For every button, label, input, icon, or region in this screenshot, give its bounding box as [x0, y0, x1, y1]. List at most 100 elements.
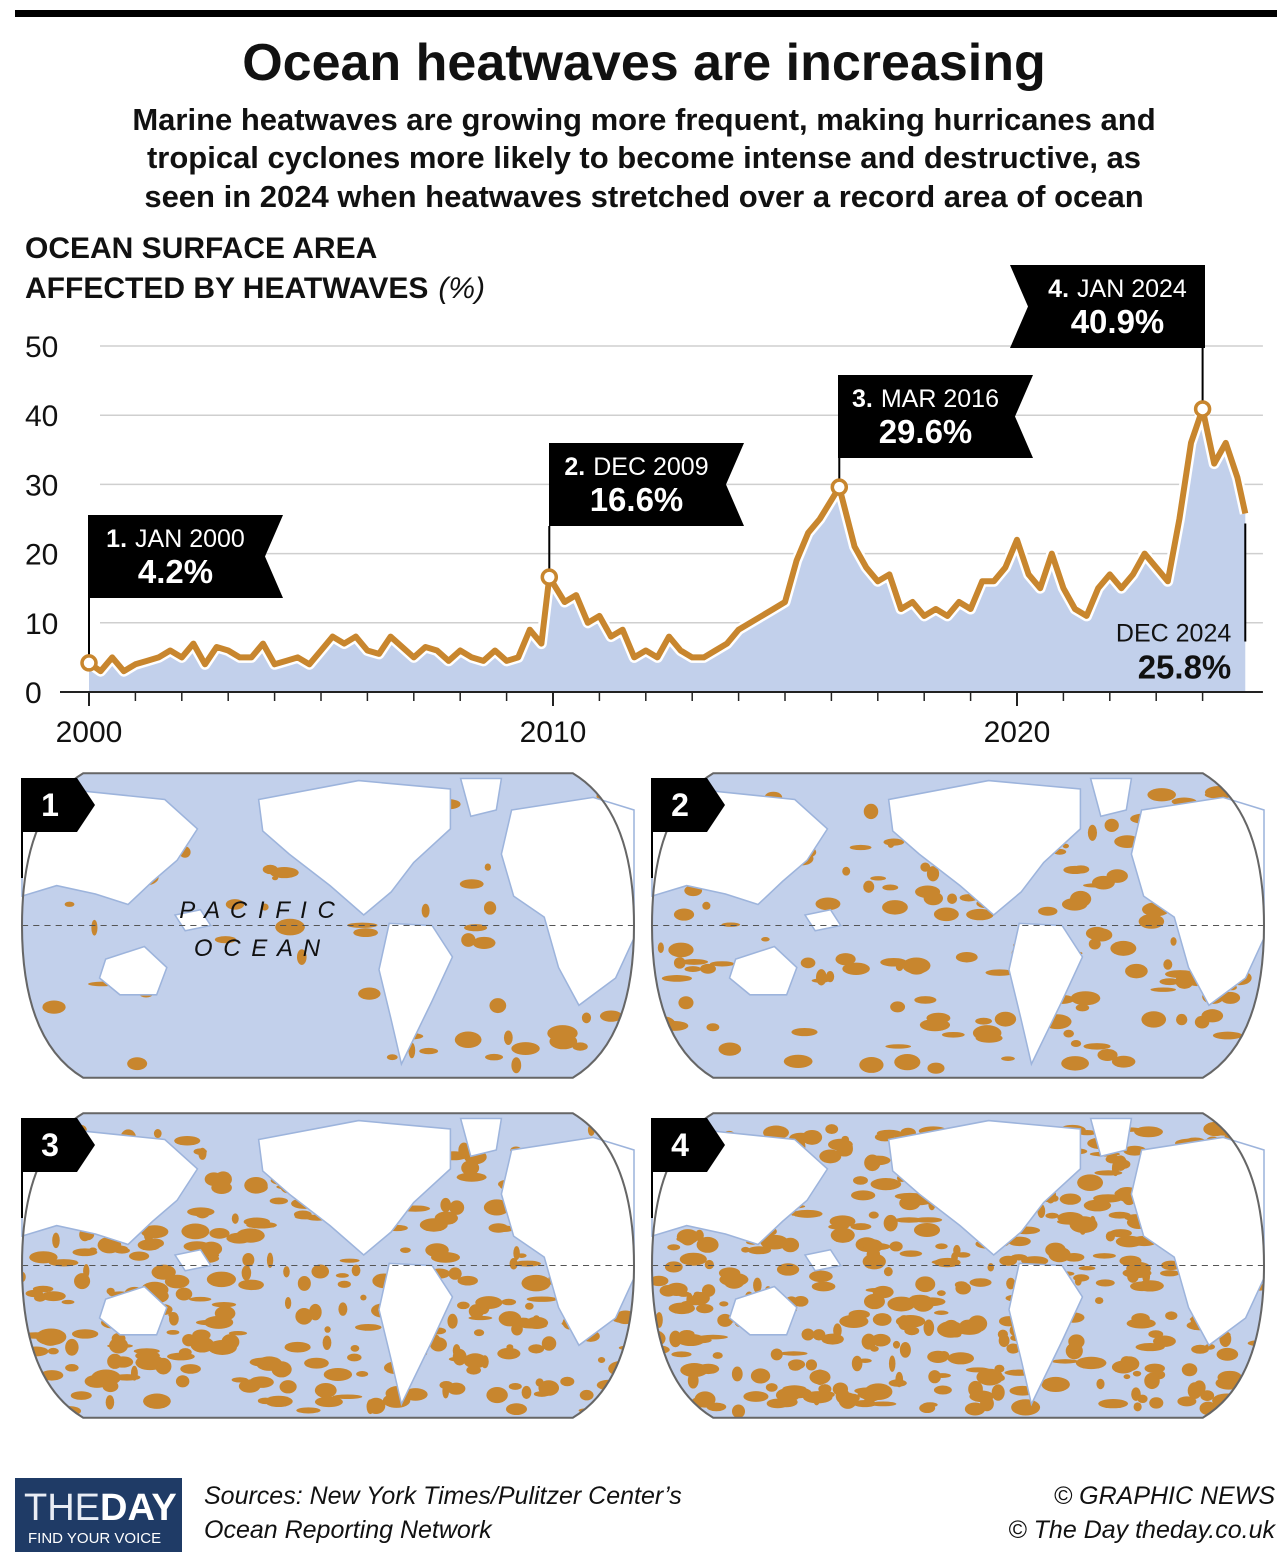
heatwave-patch: [1077, 1174, 1104, 1191]
heatwave-patch: [1200, 1390, 1215, 1401]
heatwave-patch: [1127, 1270, 1139, 1283]
y-tick-label: 20: [25, 539, 58, 572]
heatwave-patch: [1092, 875, 1115, 890]
annotation-date: DEC 2024: [1116, 619, 1231, 647]
heatwave-patch: [506, 1344, 514, 1350]
heatwave-patch: [347, 1353, 362, 1362]
heatwave-patch: [448, 1267, 462, 1280]
footer: THEDAY FIND YOUR VOICE Sources: New York…: [15, 1478, 1276, 1552]
heatwave-patch: [386, 1054, 398, 1061]
heatwave-patch: [694, 1391, 716, 1408]
heatwave-patch: [358, 987, 381, 1000]
heatwave-patch: [472, 936, 496, 950]
logo-tagline: FIND YOUR VOICE: [28, 1530, 161, 1547]
heatwave-patch: [915, 1276, 936, 1293]
heatwave-patch: [883, 1214, 898, 1232]
heatwave-patch: [535, 1378, 544, 1387]
heatwave-patch: [314, 1382, 337, 1398]
heatwave-patch: [1073, 1274, 1090, 1282]
heatwave-patch: [143, 1393, 171, 1409]
heatwave-patch: [141, 1225, 169, 1239]
x-tick-label: 2000: [56, 716, 123, 749]
heatwave-patch: [676, 1333, 706, 1347]
heatwave-patch: [889, 1241, 903, 1252]
heatwave-patch: [261, 903, 269, 911]
map: [20, 772, 636, 1079]
heatwave-patch: [941, 1031, 965, 1038]
map-label: 2: [671, 787, 689, 823]
heatwave-patch: [933, 1385, 952, 1395]
heatwave-patch: [1057, 1218, 1085, 1225]
annotation-box: [838, 375, 1033, 458]
heatwave-patch: [425, 1243, 449, 1258]
heatwave-patch: [458, 1142, 470, 1158]
heatwave-patch: [660, 1020, 689, 1031]
heatwave-patch: [618, 1345, 634, 1351]
heatwave-patch: [863, 803, 879, 820]
land: [728, 1285, 798, 1336]
heatwave-patch: [211, 1302, 237, 1308]
heatwave-patch: [969, 1278, 992, 1287]
heatwave-patch: [652, 1404, 683, 1416]
heatwave-patch: [1123, 1374, 1131, 1380]
heatwave-patch: [851, 1190, 876, 1201]
heatwave-patch: [1126, 1318, 1156, 1329]
heatwave-patch: [885, 1044, 912, 1049]
heatwave-patch: [175, 1375, 190, 1388]
heatwave-patch: [899, 1342, 911, 1358]
land: [1130, 1136, 1265, 1347]
annotation-point: [1193, 400, 1212, 418]
heatwave-patch: [511, 1042, 540, 1055]
heatwave-patch: [947, 1352, 975, 1365]
heatwave-patch: [1105, 1154, 1121, 1164]
heatwave-patch: [1108, 1211, 1131, 1219]
heatwave-patch: [1110, 940, 1137, 956]
heatwave-patch: [753, 1277, 762, 1293]
heatwave-patch: [826, 970, 835, 983]
heatwave-patch: [403, 1388, 428, 1401]
heatwave-patch: [812, 1329, 826, 1341]
heatwave-patch: [731, 1366, 743, 1382]
heatwave-patch: [809, 1270, 833, 1283]
heatwave-patch: [241, 1265, 252, 1281]
heatwave-patch: [668, 1302, 695, 1315]
top-rule: [15, 10, 1277, 17]
heatwave-patch: [463, 1353, 487, 1369]
heatwave-patch: [483, 1199, 510, 1216]
land: [257, 1119, 452, 1257]
heatwave-patch: [61, 1299, 75, 1305]
heatwave-patch: [508, 1382, 522, 1390]
land: [1130, 796, 1265, 1007]
heatwave-patch: [991, 1384, 1005, 1401]
heatwave-patch: [1144, 1372, 1160, 1390]
heatwave-patch: [29, 1251, 58, 1264]
heatwave-patch: [322, 1335, 332, 1351]
heatwave-patch: [486, 1386, 508, 1404]
annotation-date: 1. JAN 2000: [106, 525, 245, 553]
annotation-point: [540, 568, 559, 586]
heatwave-patch: [47, 1347, 59, 1355]
heatwave-patch: [652, 1344, 670, 1355]
heatwave-patch: [966, 908, 994, 921]
heatwave-patch: [615, 1360, 626, 1377]
heatwave-patch: [933, 907, 959, 922]
heatwave-patch: [870, 1178, 902, 1191]
land: [98, 945, 168, 996]
heatwave-patch: [338, 1302, 348, 1316]
heatwave-patch: [1006, 1277, 1016, 1290]
heatwave-patch: [207, 1340, 237, 1355]
heatwave-patch: [225, 899, 245, 910]
annotation-number: 2.: [564, 453, 585, 481]
heatwave-patch: [70, 1391, 92, 1400]
annotation-date: 2. DEC 2009: [564, 453, 708, 481]
heatwave-patch: [761, 937, 770, 942]
heatwave-patch: [880, 957, 907, 967]
heatwave-patch: [724, 1276, 745, 1289]
heatwave-patch: [235, 1228, 265, 1243]
heatwave-patch: [1159, 978, 1180, 986]
heatwave-patch: [269, 1197, 289, 1205]
heatwave-patch: [888, 1355, 896, 1372]
heatwave-patch: [521, 1274, 551, 1292]
heatwave-patch: [697, 1363, 720, 1375]
heatwave-patch: [266, 1252, 274, 1268]
